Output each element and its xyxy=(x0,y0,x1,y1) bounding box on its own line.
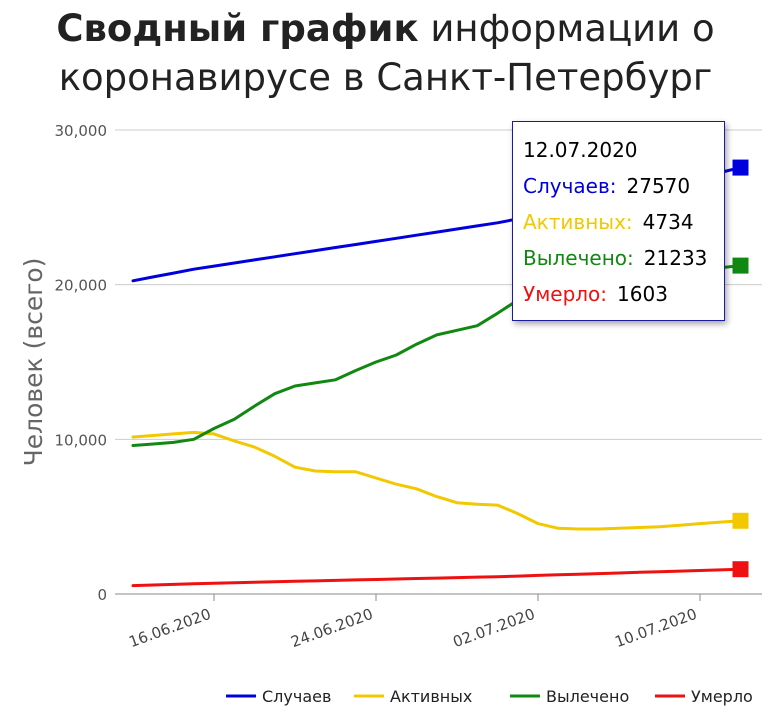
tooltip-value: 4734 xyxy=(642,210,694,234)
tooltip-row-cases: Случаев: 27570 xyxy=(523,168,724,204)
y-tick-label: 20,000 xyxy=(55,277,108,295)
tooltip-value: 27570 xyxy=(626,174,691,198)
series-line-active xyxy=(131,430,742,531)
chart-title: Сводный график информации о коронавирусе… xyxy=(0,4,771,102)
title-line-2: коронавирусе в Санкт-Петербург xyxy=(58,56,713,99)
tooltip-date: 12.07.2020 xyxy=(523,138,638,162)
series-line-deaths xyxy=(131,567,742,588)
y-tick-label: 10,000 xyxy=(55,431,108,449)
x-axis: 16.06.2020 24.06.2020 02.07.2020 10.07.2020 xyxy=(127,594,701,651)
legend: Случаев Активных Вылечено Умерло xyxy=(226,687,753,706)
tooltip-row-deaths: Умерло: 1603 xyxy=(523,276,724,312)
title-line1-rest: информации о xyxy=(430,7,715,50)
x-tick-label: 10.07.2020 xyxy=(613,605,700,651)
series-marker-recovered xyxy=(732,257,749,274)
tooltip-value: 1603 xyxy=(617,282,668,306)
tooltip-label: Случаев: xyxy=(523,174,617,198)
x-tick-label: 02.07.2020 xyxy=(451,605,538,651)
series-marker-deaths xyxy=(732,561,749,578)
x-tick-label: 16.06.2020 xyxy=(127,605,214,651)
tooltip: 12.07.2020 Случаев: 27570 Активных: 4734 В… xyxy=(512,121,725,321)
y-tick-label: 30,000 xyxy=(55,122,108,140)
y-axis-ticks: 0 10,000 20,000 30,000 xyxy=(55,122,108,604)
tooltip-row-active: Активных: 4734 xyxy=(523,204,724,240)
tooltip-row-recovered: Вылечено: 21233 xyxy=(523,240,724,276)
tooltip-label: Вылечено: xyxy=(523,246,634,270)
tooltip-label: Активных: xyxy=(523,210,633,234)
x-tick-label: 24.06.2020 xyxy=(289,605,376,651)
title-bold: Сводный график xyxy=(56,7,419,50)
legend-label-active: Активных xyxy=(390,687,472,706)
series-marker-active xyxy=(732,512,749,529)
y-tick-label: 0 xyxy=(97,586,107,604)
legend-label-cases: Случаев xyxy=(262,687,331,706)
y-axis-label: Человек (всего) xyxy=(19,258,48,467)
tooltip-label: Умерло: xyxy=(523,282,608,306)
legend-label-deaths: Умерло xyxy=(691,687,753,706)
series-marker-cases xyxy=(732,159,749,176)
legend-label-recovered: Вылечено xyxy=(546,687,629,706)
tooltip-value: 21233 xyxy=(643,246,708,270)
title-line-1: Сводный график информации о xyxy=(0,4,771,53)
